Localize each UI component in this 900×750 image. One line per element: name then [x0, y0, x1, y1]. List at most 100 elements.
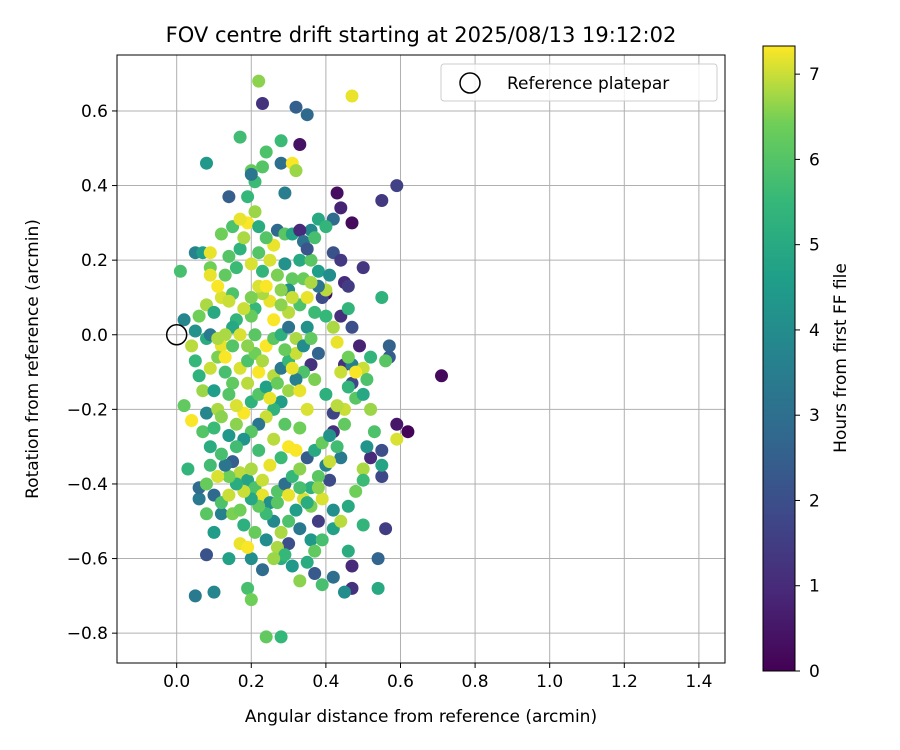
scatter-point: [211, 470, 225, 483]
x-tick-label: 0.2: [238, 672, 265, 692]
scatter-point: [285, 272, 299, 286]
scatter-point: [375, 458, 389, 472]
scatter-point: [196, 425, 210, 439]
scatter-point: [233, 503, 247, 517]
scatter-point: [300, 496, 314, 510]
scatter-point: [259, 630, 273, 644]
scatter-point: [311, 346, 325, 360]
scatter-point: [244, 593, 258, 607]
scatter-point: [282, 320, 296, 334]
scatter-point: [229, 440, 243, 454]
scatter-point: [319, 387, 333, 401]
scatter-point: [371, 581, 385, 595]
scatter-point: [282, 514, 296, 528]
scatter-point: [278, 186, 292, 200]
colorbar-label: Hours from first FF file: [831, 263, 851, 453]
scatter-point: [315, 492, 329, 506]
scatter-point: [345, 559, 359, 573]
scatter-point: [256, 97, 269, 110]
scatter-point: [375, 194, 389, 207]
scatter-point: [241, 190, 255, 204]
scatter-point: [222, 552, 236, 566]
scatter-point: [341, 380, 355, 394]
scatter-point: [364, 402, 378, 416]
scatter-point: [360, 373, 374, 386]
scatter-point: [345, 89, 359, 103]
scatter-point: [222, 249, 236, 263]
scatter-point: [285, 559, 299, 573]
scatter-point: [259, 533, 273, 547]
scatter-point: [233, 328, 247, 342]
scatter-point: [338, 585, 351, 599]
scatter-point: [222, 190, 236, 204]
scatter-point: [241, 339, 255, 353]
plot-frame: [116, 54, 726, 664]
scatter-point: [263, 458, 277, 472]
scatter-point: [188, 589, 202, 603]
chart-title: FOV centre drift starting at 2025/08/13 …: [166, 23, 677, 47]
scatter-point: [252, 443, 266, 457]
scatter-point: [203, 268, 217, 282]
scatter-point: [185, 339, 199, 353]
colorbar-tick-label: 0: [809, 662, 820, 682]
scatter-point: [270, 496, 284, 510]
scatter-point: [278, 343, 292, 357]
scatter-point: [300, 555, 314, 569]
scatter-point: [200, 548, 213, 562]
scatter-point: [203, 458, 217, 472]
scatter-point: [364, 350, 378, 364]
scatter-point: [229, 261, 243, 275]
scatter-point: [233, 130, 247, 144]
legend-reference-marker: [459, 72, 481, 94]
scatter-point: [289, 373, 303, 386]
scatter-point: [319, 309, 333, 323]
scatter-point: [241, 540, 255, 554]
scatter-point: [401, 425, 415, 439]
scatter-point: [282, 488, 296, 502]
scatter-point: [185, 414, 199, 427]
scatter-point: [390, 432, 404, 446]
scatter-point: [311, 264, 325, 278]
scatter-point: [293, 138, 307, 151]
scatter-point: [222, 470, 236, 483]
scatter-point: [371, 552, 385, 566]
scatter-point: [364, 451, 378, 465]
scatter-point: [226, 376, 240, 390]
scatter-point: [390, 179, 404, 193]
scatter-point: [289, 100, 303, 114]
y-tick-label: −0.4: [67, 475, 108, 495]
scatter-point: [334, 514, 348, 528]
scatter-point: [211, 279, 225, 293]
scatter-point: [285, 291, 299, 304]
scatter-point: [289, 443, 303, 457]
x-tick-label: 1.4: [685, 672, 712, 692]
y-axis-ticks: 0.6 0.4 0.2 0.0 −0.2 −0.4 −0.6 −0.8: [67, 102, 117, 644]
scatter-point: [256, 473, 269, 487]
scatter-point: [330, 335, 344, 349]
scatter-point: [192, 492, 206, 506]
scatter-point: [200, 507, 213, 521]
scatter-point: [311, 481, 325, 495]
scatter-point: [326, 570, 340, 584]
scatter-point: [248, 328, 262, 342]
scatter-point: [244, 167, 258, 181]
reference-platepar-point: [165, 324, 188, 346]
scatter-point: [203, 361, 217, 375]
scatter-points: [173, 74, 448, 644]
scatter-point: [323, 429, 337, 442]
scatter-point: [259, 380, 273, 394]
scatter-point: [259, 145, 273, 159]
scatter-point: [334, 253, 348, 267]
scatter-point: [289, 164, 303, 178]
scatter-point: [256, 354, 269, 368]
scatter-point: [274, 525, 288, 539]
scatter-point: [270, 268, 284, 282]
scatter-point: [319, 220, 333, 234]
scatter-point: [222, 294, 236, 308]
reference-marker: [165, 324, 188, 346]
scatter-point: [367, 425, 381, 439]
x-tick-label: 0.4: [312, 672, 339, 692]
scatter-point: [263, 391, 277, 405]
colorbar-tick-label: 6: [809, 150, 820, 170]
scatter-point: [341, 302, 355, 316]
